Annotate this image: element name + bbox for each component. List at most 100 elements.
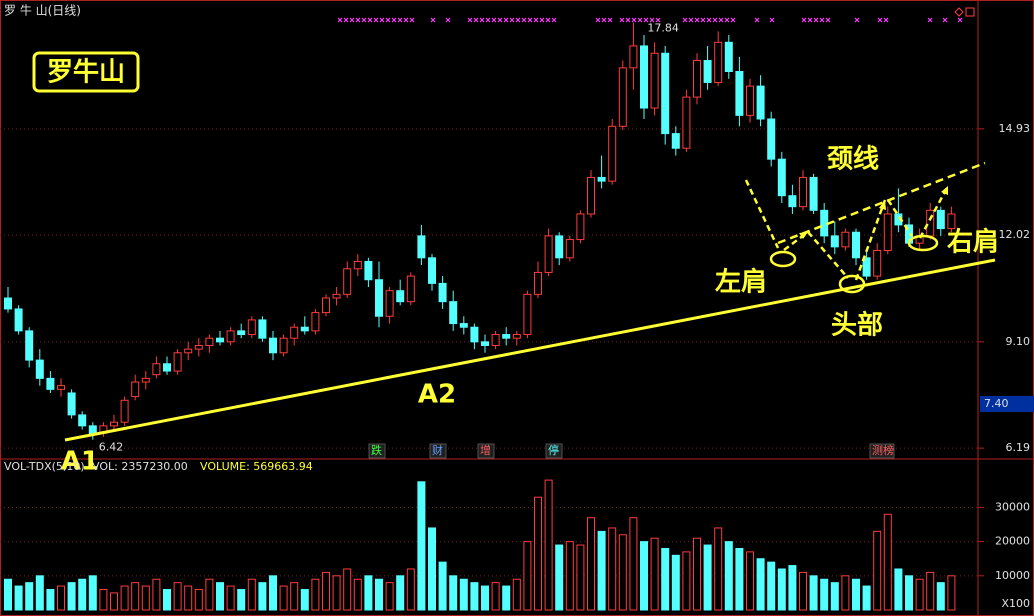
volume-bar	[883, 513, 892, 611]
candle-body	[936, 209, 945, 230]
volume-bar	[184, 585, 193, 611]
marker	[521, 17, 527, 23]
marker	[385, 17, 391, 23]
candle-body	[883, 213, 892, 252]
marker	[625, 17, 631, 23]
candle-body	[703, 60, 712, 83]
volume-bar	[163, 588, 171, 611]
candle-body	[724, 41, 733, 73]
volume-bar	[258, 582, 267, 611]
volume-bar	[502, 585, 511, 611]
volume-bar	[14, 585, 23, 611]
marker	[409, 17, 415, 23]
marker	[539, 17, 545, 23]
marker	[825, 17, 831, 23]
candle-body	[78, 414, 87, 427]
candle-body	[576, 213, 585, 241]
a1-label: A1	[61, 447, 99, 477]
candle-body	[322, 297, 330, 314]
candle-body	[650, 52, 659, 109]
candle-body	[417, 235, 426, 259]
volume-bar	[194, 588, 203, 611]
marker	[819, 17, 825, 23]
marker	[927, 17, 933, 23]
candle-body	[926, 209, 935, 237]
volume-bar	[46, 588, 55, 611]
volume-bar	[650, 537, 659, 611]
volume-bar	[544, 479, 553, 611]
marker	[877, 17, 883, 23]
window-icons	[954, 7, 975, 17]
volume-bar	[905, 575, 913, 611]
candle-body	[269, 337, 277, 354]
marker	[349, 17, 355, 23]
volume-bar	[597, 530, 606, 611]
volume-bar	[523, 541, 532, 611]
candle-body	[470, 326, 479, 343]
right-shoulder-label: 右肩	[947, 227, 999, 258]
volume-bar	[491, 582, 500, 611]
volume-bar	[852, 578, 860, 611]
marker	[379, 17, 385, 23]
candle-body	[799, 176, 807, 208]
marker	[601, 17, 607, 23]
volume-bar	[375, 578, 383, 611]
marker	[485, 17, 491, 23]
y-tick-label: 10000	[995, 569, 1030, 582]
volume-bar	[205, 578, 214, 611]
candle-body	[120, 399, 129, 423]
volume-bar	[555, 544, 564, 611]
candle-body	[290, 326, 299, 339]
volume-bar	[332, 575, 341, 611]
marker	[813, 17, 819, 23]
volume-bar	[120, 585, 129, 611]
marker	[942, 17, 948, 23]
event-tag-box	[545, 443, 563, 459]
marker	[343, 17, 349, 23]
marker	[694, 17, 700, 23]
volume-bar	[279, 585, 288, 611]
volume-bar	[915, 578, 924, 611]
candle-body	[608, 125, 617, 182]
marker	[473, 17, 479, 23]
left-shoulder-mark	[769, 250, 797, 268]
marker	[649, 17, 655, 23]
candle-body	[353, 260, 362, 270]
head-mark	[838, 274, 866, 294]
candle-body	[205, 337, 214, 346]
candle-body	[67, 392, 76, 416]
marker	[619, 17, 625, 23]
candle-body	[311, 312, 320, 332]
volume-bar	[608, 527, 617, 611]
volume-bar	[767, 561, 776, 611]
candle-body	[629, 45, 638, 69]
volume-bar	[746, 551, 754, 611]
volume-bar	[216, 582, 224, 611]
marker	[700, 17, 706, 23]
volume-bar	[78, 578, 87, 611]
volume-bar	[873, 530, 882, 611]
marker	[643, 17, 649, 23]
candle-body	[343, 268, 352, 295]
volume-bar	[841, 575, 850, 611]
marker	[467, 17, 473, 23]
marker	[367, 17, 373, 23]
volume-bar	[481, 585, 489, 611]
volume-bar	[57, 585, 65, 611]
volume-bar	[173, 582, 182, 611]
marker	[391, 17, 397, 23]
volume-bar	[25, 582, 34, 611]
candle-body	[216, 337, 224, 343]
candle-body	[459, 323, 468, 328]
marker	[337, 17, 343, 23]
volume-bar	[777, 568, 786, 611]
event-tag: 跌	[371, 443, 382, 457]
marker	[706, 17, 712, 23]
volume-bar	[470, 582, 479, 611]
candle-body	[375, 279, 383, 317]
pattern-arrows	[744, 179, 950, 281]
marker	[430, 17, 436, 23]
marker	[801, 17, 807, 23]
candle-body	[35, 359, 44, 379]
